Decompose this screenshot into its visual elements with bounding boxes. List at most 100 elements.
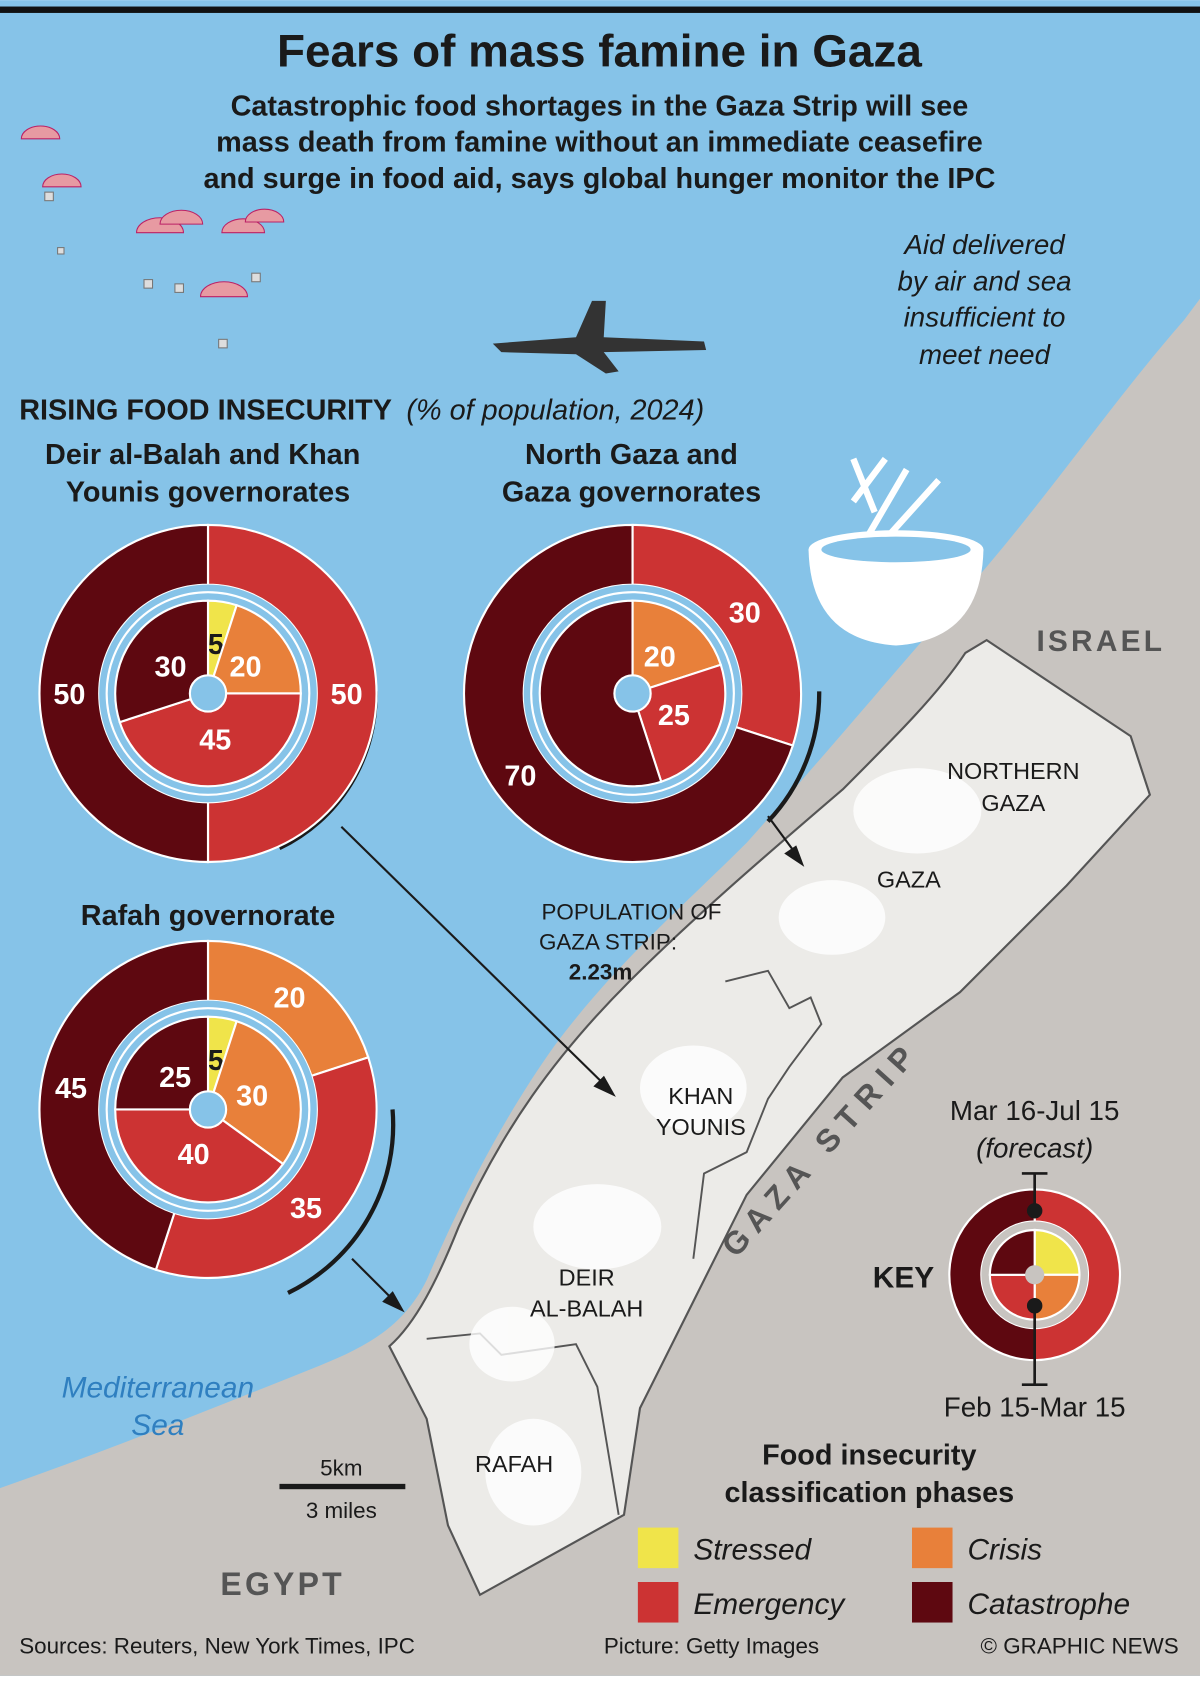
legend-swatch bbox=[912, 1582, 953, 1623]
legend-title: Food insecurity bbox=[762, 1440, 976, 1472]
label-gaza: GAZA bbox=[877, 867, 941, 893]
key-outer-note: (forecast) bbox=[976, 1132, 1093, 1163]
aid-note-line: by air and sea bbox=[897, 265, 1071, 296]
label-egypt: EGYPT bbox=[220, 1566, 344, 1602]
data-label: 70 bbox=[504, 760, 536, 792]
label-sea: Mediterranean bbox=[62, 1371, 255, 1404]
slice-crisis bbox=[206, 1019, 302, 1166]
aid-note: Aid delivered by air and sea insufficien… bbox=[897, 229, 1071, 370]
center-hole bbox=[188, 1090, 228, 1129]
key-pointers bbox=[1021, 1172, 1048, 1386]
data-label: 20 bbox=[644, 641, 676, 673]
aid-note-line: insufficient to bbox=[904, 302, 1066, 333]
label-deir-al-balah: AL-BALAH bbox=[530, 1295, 643, 1321]
ring-outline bbox=[530, 591, 735, 796]
key-center bbox=[1025, 1265, 1045, 1285]
land-mass bbox=[0, 298, 1200, 1676]
chart-2-title: North Gaza and bbox=[525, 439, 738, 471]
data-label: 45 bbox=[199, 725, 231, 757]
slice-emergency bbox=[114, 1108, 285, 1204]
data-label: 5 bbox=[208, 1045, 224, 1077]
chart-1-title: Younis governorates bbox=[66, 476, 350, 508]
footer-credit: © GRAPHIC NEWS bbox=[981, 1633, 1179, 1658]
legend-swatch bbox=[912, 1527, 953, 1569]
key-chart bbox=[948, 1188, 1121, 1362]
slice-catastrophe bbox=[538, 599, 663, 788]
footer-sources: Sources: Reuters, New York Times, IPC bbox=[19, 1633, 415, 1658]
donut-chart-1: 50 50 520 45 30 bbox=[38, 523, 378, 864]
population-value: 2.23m bbox=[569, 959, 633, 984]
legend-item-crisis: Crisis bbox=[912, 1527, 1042, 1569]
label-israel: ISRAEL bbox=[1036, 625, 1165, 658]
legend-label: Crisis bbox=[967, 1534, 1042, 1567]
data-label: 45 bbox=[55, 1073, 87, 1105]
legend: Stressed Crisis Emergency Catastrophe bbox=[637, 1527, 1130, 1623]
slice-catastrophe bbox=[114, 599, 210, 724]
data-label: 30 bbox=[236, 1080, 268, 1112]
slice-catastrophe bbox=[114, 1015, 210, 1111]
page-title: Fears of mass famine in Gaza bbox=[277, 24, 922, 76]
label-rafah: RAFAH bbox=[475, 1451, 553, 1477]
label-khan-younis: KHAN bbox=[668, 1083, 733, 1109]
subtitle-line-2: mass death from famine without an immedi… bbox=[216, 127, 983, 159]
data-label: 25 bbox=[159, 1062, 191, 1094]
chart-1-title: Deir al-Balah and Khan bbox=[45, 439, 360, 471]
aid-note-line: Aid delivered bbox=[902, 229, 1066, 260]
wheat-bowl-icon bbox=[808, 456, 984, 646]
donut-chart-2: 30 70 20 25 bbox=[462, 523, 803, 864]
population-label: GAZA STRIP: bbox=[539, 929, 677, 954]
data-label: 20 bbox=[230, 652, 262, 684]
pointer-arc-3 bbox=[287, 1109, 396, 1295]
data-label: 50 bbox=[331, 679, 363, 711]
population-label: POPULATION OF bbox=[541, 900, 721, 925]
slice-catastrophe bbox=[988, 1228, 1036, 1276]
legend-label: Emergency bbox=[693, 1588, 846, 1621]
key-title: KEY bbox=[873, 1262, 934, 1295]
section-heading: RISING FOOD INSECURITY (% of population,… bbox=[19, 394, 704, 426]
data-label: 30 bbox=[154, 652, 186, 684]
footer-picture: Picture: Getty Images bbox=[604, 1633, 819, 1658]
label-deir-al-balah: DEIR bbox=[559, 1264, 615, 1290]
subtitle-line-3: and surge in food aid, says global hunge… bbox=[203, 163, 995, 195]
data-label: 25 bbox=[658, 700, 690, 732]
data-label: 30 bbox=[729, 597, 761, 629]
section-heading-note: (% of population, 2024) bbox=[406, 394, 704, 426]
section-heading-main: RISING FOOD INSECURITY bbox=[19, 394, 392, 426]
legend-item-emergency: Emergency bbox=[637, 1582, 846, 1623]
chart-3-title: Rafah governorate bbox=[81, 900, 335, 932]
legend-label: Catastrophe bbox=[967, 1588, 1130, 1621]
key-inner-label: Feb 15-Mar 15 bbox=[944, 1392, 1126, 1423]
ring-outline bbox=[105, 1007, 311, 1212]
data-label: 20 bbox=[273, 983, 305, 1015]
strip-texture bbox=[469, 768, 982, 1526]
chart-2-title: Gaza governorates bbox=[502, 476, 761, 508]
ring-outline bbox=[105, 591, 311, 796]
slice-crisis bbox=[631, 599, 723, 695]
slice-emergency bbox=[631, 663, 727, 784]
aid-note-line: meet need bbox=[919, 339, 1052, 370]
gaza-strip-area bbox=[388, 638, 1152, 1597]
data-label: 40 bbox=[178, 1139, 210, 1171]
label-sea: Sea bbox=[131, 1409, 184, 1442]
label-khan-younis: YOUNIS bbox=[656, 1114, 746, 1140]
slice-emergency bbox=[118, 692, 302, 788]
center-hole bbox=[188, 674, 228, 713]
scale-bar bbox=[279, 1483, 406, 1490]
legend-swatch bbox=[637, 1527, 679, 1569]
scale-miles: 3 miles bbox=[306, 1498, 377, 1523]
parachute-icons bbox=[20, 125, 285, 349]
slice-crisis bbox=[206, 603, 302, 695]
data-label: 5 bbox=[208, 629, 224, 661]
legend-item-stressed: Stressed bbox=[637, 1527, 813, 1569]
legend-title: classification phases bbox=[724, 1477, 1014, 1509]
label-northern-gaza: GAZA bbox=[981, 790, 1045, 816]
center-hole bbox=[613, 674, 652, 713]
data-label: 35 bbox=[290, 1193, 322, 1225]
label-northern-gaza: NORTHERN bbox=[947, 758, 1079, 784]
subtitle-line-1: Catastrophic food shortages in the Gaza … bbox=[231, 90, 969, 122]
legend-item-catastrophe: Catastrophe bbox=[912, 1582, 1130, 1623]
legend-swatch bbox=[637, 1582, 679, 1623]
